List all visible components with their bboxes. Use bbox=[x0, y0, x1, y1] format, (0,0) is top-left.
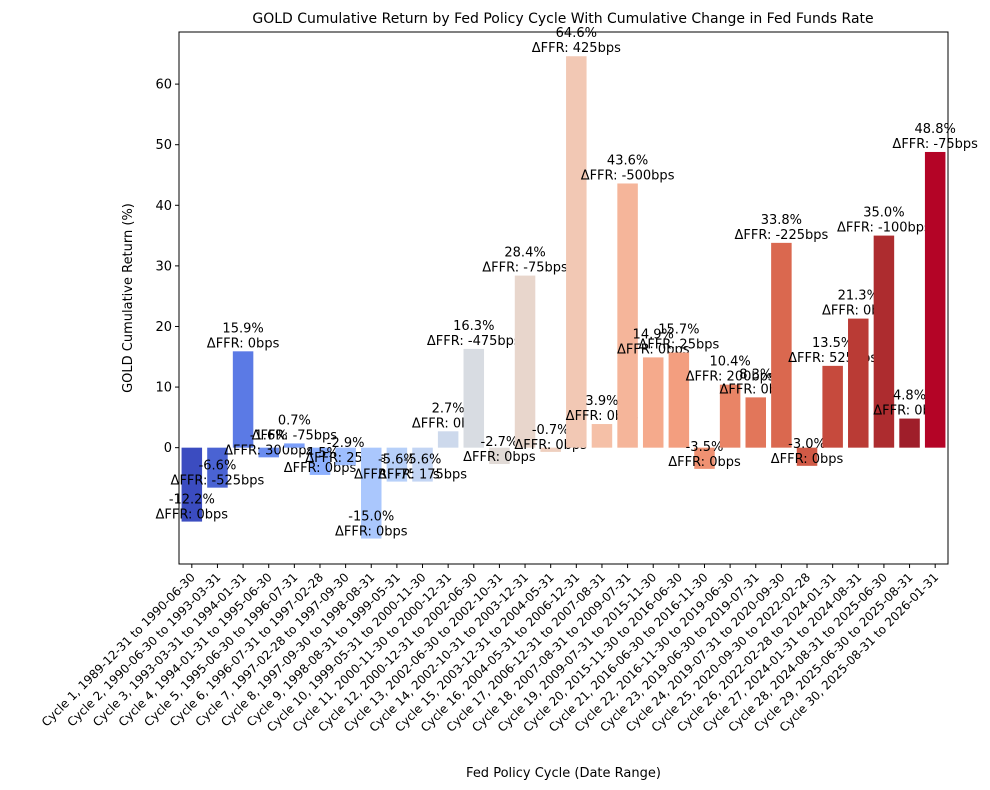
bar-27 bbox=[848, 318, 869, 448]
value-label-3: 15.9% bbox=[222, 321, 263, 336]
value-label-1: -12.2% bbox=[169, 493, 215, 508]
ffr-label-20: ΔFFR: 25bps bbox=[638, 338, 719, 353]
ffr-label-12: ΔFFR: -475bps bbox=[427, 334, 521, 349]
y-tick-label-30: 30 bbox=[155, 259, 172, 274]
bar-7 bbox=[335, 447, 356, 466]
ffr-label-30: ΔFFR: -75bps bbox=[892, 137, 978, 152]
value-label-16: 64.6% bbox=[556, 26, 597, 41]
value-label-25: -3.0% bbox=[788, 437, 826, 452]
value-label-30: 48.8% bbox=[915, 122, 956, 137]
chart-title: GOLD Cumulative Return by Fed Policy Cyc… bbox=[252, 11, 873, 27]
bar-16 bbox=[566, 56, 587, 448]
ffr-label-21: ΔFFR: 0bps bbox=[668, 455, 741, 470]
value-label-17: 3.9% bbox=[585, 394, 618, 409]
bar-18 bbox=[617, 183, 638, 448]
y-axis: 0 10 20 30 40 50 60 bbox=[155, 78, 179, 456]
bar-10 bbox=[412, 447, 433, 482]
axes-frame bbox=[178, 31, 949, 565]
value-label-26: 13.5% bbox=[812, 336, 853, 351]
bar-4 bbox=[258, 447, 279, 458]
value-label-20: 15.7% bbox=[658, 323, 699, 338]
ffr-label-10: ΔFFR: 175bps bbox=[378, 468, 467, 483]
bar-28 bbox=[873, 235, 895, 448]
y-tick-label-0: 0 bbox=[164, 441, 172, 456]
value-label-8: -15.0% bbox=[348, 510, 394, 525]
bar-11 bbox=[437, 431, 459, 448]
bar-29 bbox=[899, 418, 920, 448]
value-label-4: -1.6% bbox=[250, 428, 288, 443]
ffr-label-2: ΔFFR: -525bps bbox=[171, 474, 265, 489]
bar-13 bbox=[489, 447, 510, 465]
ffr-label-5: ΔFFR: -75bps bbox=[252, 428, 338, 443]
y-tick-label-50: 50 bbox=[155, 138, 172, 153]
bar-5 bbox=[284, 443, 305, 448]
ffr-label-25: ΔFFR: 0bps bbox=[771, 452, 844, 467]
bar-26 bbox=[822, 365, 843, 448]
value-label-7: -2.9% bbox=[327, 436, 365, 451]
bar-25 bbox=[796, 447, 818, 466]
value-label-28: 35.0% bbox=[863, 206, 904, 221]
value-label-21: -3.5% bbox=[686, 440, 724, 455]
value-label-6: -4.5% bbox=[301, 446, 339, 461]
value-label-19: 14.9% bbox=[633, 327, 674, 342]
bar-2 bbox=[207, 447, 228, 488]
value-label-10: -5.6% bbox=[404, 453, 442, 468]
plot-area: -12.2%ΔFFR: 0bps-6.6%ΔFFR: -525bps15.9%Δ… bbox=[156, 26, 979, 539]
bar-17 bbox=[591, 424, 613, 448]
value-label-13: -2.7% bbox=[481, 435, 519, 450]
y-tick-label-40: 40 bbox=[155, 199, 172, 214]
ffr-label-18: ΔFFR: -500bps bbox=[581, 168, 675, 183]
bar-21 bbox=[694, 447, 715, 469]
ffr-label-1: ΔFFR: 0bps bbox=[156, 508, 229, 523]
y-tick-label-60: 60 bbox=[155, 78, 172, 93]
bar-9 bbox=[386, 447, 408, 482]
bar-30 bbox=[924, 151, 946, 448]
value-label-27: 21.3% bbox=[838, 289, 879, 304]
value-label-18: 43.6% bbox=[607, 153, 648, 168]
value-label-29: 4.8% bbox=[893, 389, 926, 404]
ffr-label-22: ΔFFR: 200bps bbox=[686, 370, 775, 385]
bar-23 bbox=[745, 397, 767, 448]
bar-6 bbox=[309, 447, 331, 475]
bar-22 bbox=[719, 384, 741, 448]
value-label-11: 2.7% bbox=[432, 401, 465, 416]
bar-1 bbox=[181, 447, 203, 522]
bar-20 bbox=[668, 352, 690, 448]
bar-24 bbox=[771, 242, 792, 448]
value-label-12: 16.3% bbox=[453, 319, 494, 334]
bar-8 bbox=[360, 447, 382, 539]
ffr-label-16: ΔFFR: 425bps bbox=[532, 41, 621, 56]
value-label-24: 33.8% bbox=[761, 213, 802, 228]
value-label-22: 10.4% bbox=[709, 355, 750, 370]
value-label-23: 8.3% bbox=[739, 367, 772, 382]
ffr-label-28: ΔFFR: -100bps bbox=[837, 221, 931, 236]
ffr-label-8: ΔFFR: 0bps bbox=[335, 525, 408, 540]
y-tick-label-20: 20 bbox=[155, 320, 172, 335]
bar-12 bbox=[463, 348, 485, 448]
bar-14 bbox=[514, 275, 536, 448]
x-axis-label: Fed Policy Cycle (Date Range) bbox=[466, 766, 661, 781]
bar-19 bbox=[642, 357, 664, 448]
ffr-label-3: ΔFFR: 0bps bbox=[207, 336, 280, 351]
ffr-label-24: ΔFFR: -225bps bbox=[734, 228, 828, 243]
value-label-15: -0.7% bbox=[532, 423, 570, 438]
y-axis-label: GOLD Cumulative Return (%) bbox=[121, 203, 136, 393]
bar-15 bbox=[540, 447, 561, 452]
ffr-label-13: ΔFFR: 0bps bbox=[463, 450, 536, 465]
bar-3 bbox=[232, 351, 254, 448]
value-label-2: -6.6% bbox=[199, 459, 237, 474]
y-tick-label-10: 10 bbox=[155, 381, 172, 396]
value-label-14: 28.4% bbox=[504, 246, 545, 261]
value-label-5: 0.7% bbox=[278, 413, 311, 428]
value-label-9: -5.6% bbox=[378, 453, 416, 468]
ffr-label-14: ΔFFR: -75bps bbox=[482, 261, 568, 276]
